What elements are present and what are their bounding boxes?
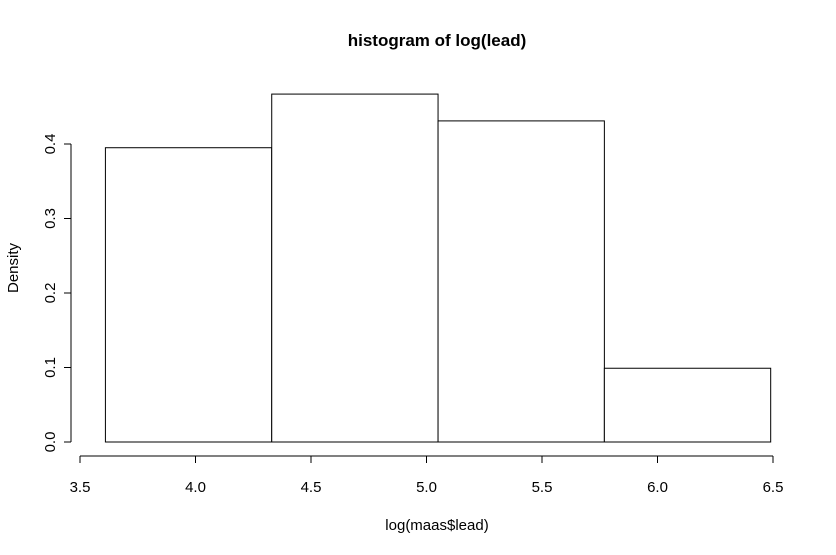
x-tick-label: 5.5 (532, 479, 553, 496)
y-tick-label: 0.2 (42, 283, 59, 304)
x-axis-label: log(maas$lead) (385, 517, 488, 534)
histogram-bar-4 (603, 367, 772, 443)
y-tick-label: 0.1 (42, 357, 59, 378)
x-axis: 3.5 4.0 4.5 5.0 5.5 6.0 6.5 (70, 455, 784, 496)
histogram-bar-1 (104, 147, 273, 443)
y-tick-label: 0.3 (42, 208, 59, 229)
y-axis: 0.0 0.1 0.2 0.3 0.4 (42, 134, 72, 453)
histogram-bar-2 (271, 93, 439, 443)
y-axis-label: Density (5, 242, 22, 293)
chart-title: histogram of log(lead) (348, 31, 527, 50)
x-tick-label: 4.5 (301, 479, 322, 496)
x-tick-label: 6.0 (647, 479, 668, 496)
x-tick-label: 5.0 (416, 479, 437, 496)
y-tick-label: 0.0 (42, 432, 59, 453)
histogram-bar-3 (437, 120, 605, 443)
bars-group (104, 93, 772, 443)
y-tick-label: 0.4 (42, 134, 59, 155)
x-tick-label: 6.5 (763, 479, 784, 496)
x-tick-label: 3.5 (70, 479, 91, 496)
x-tick-label: 4.0 (185, 479, 206, 496)
